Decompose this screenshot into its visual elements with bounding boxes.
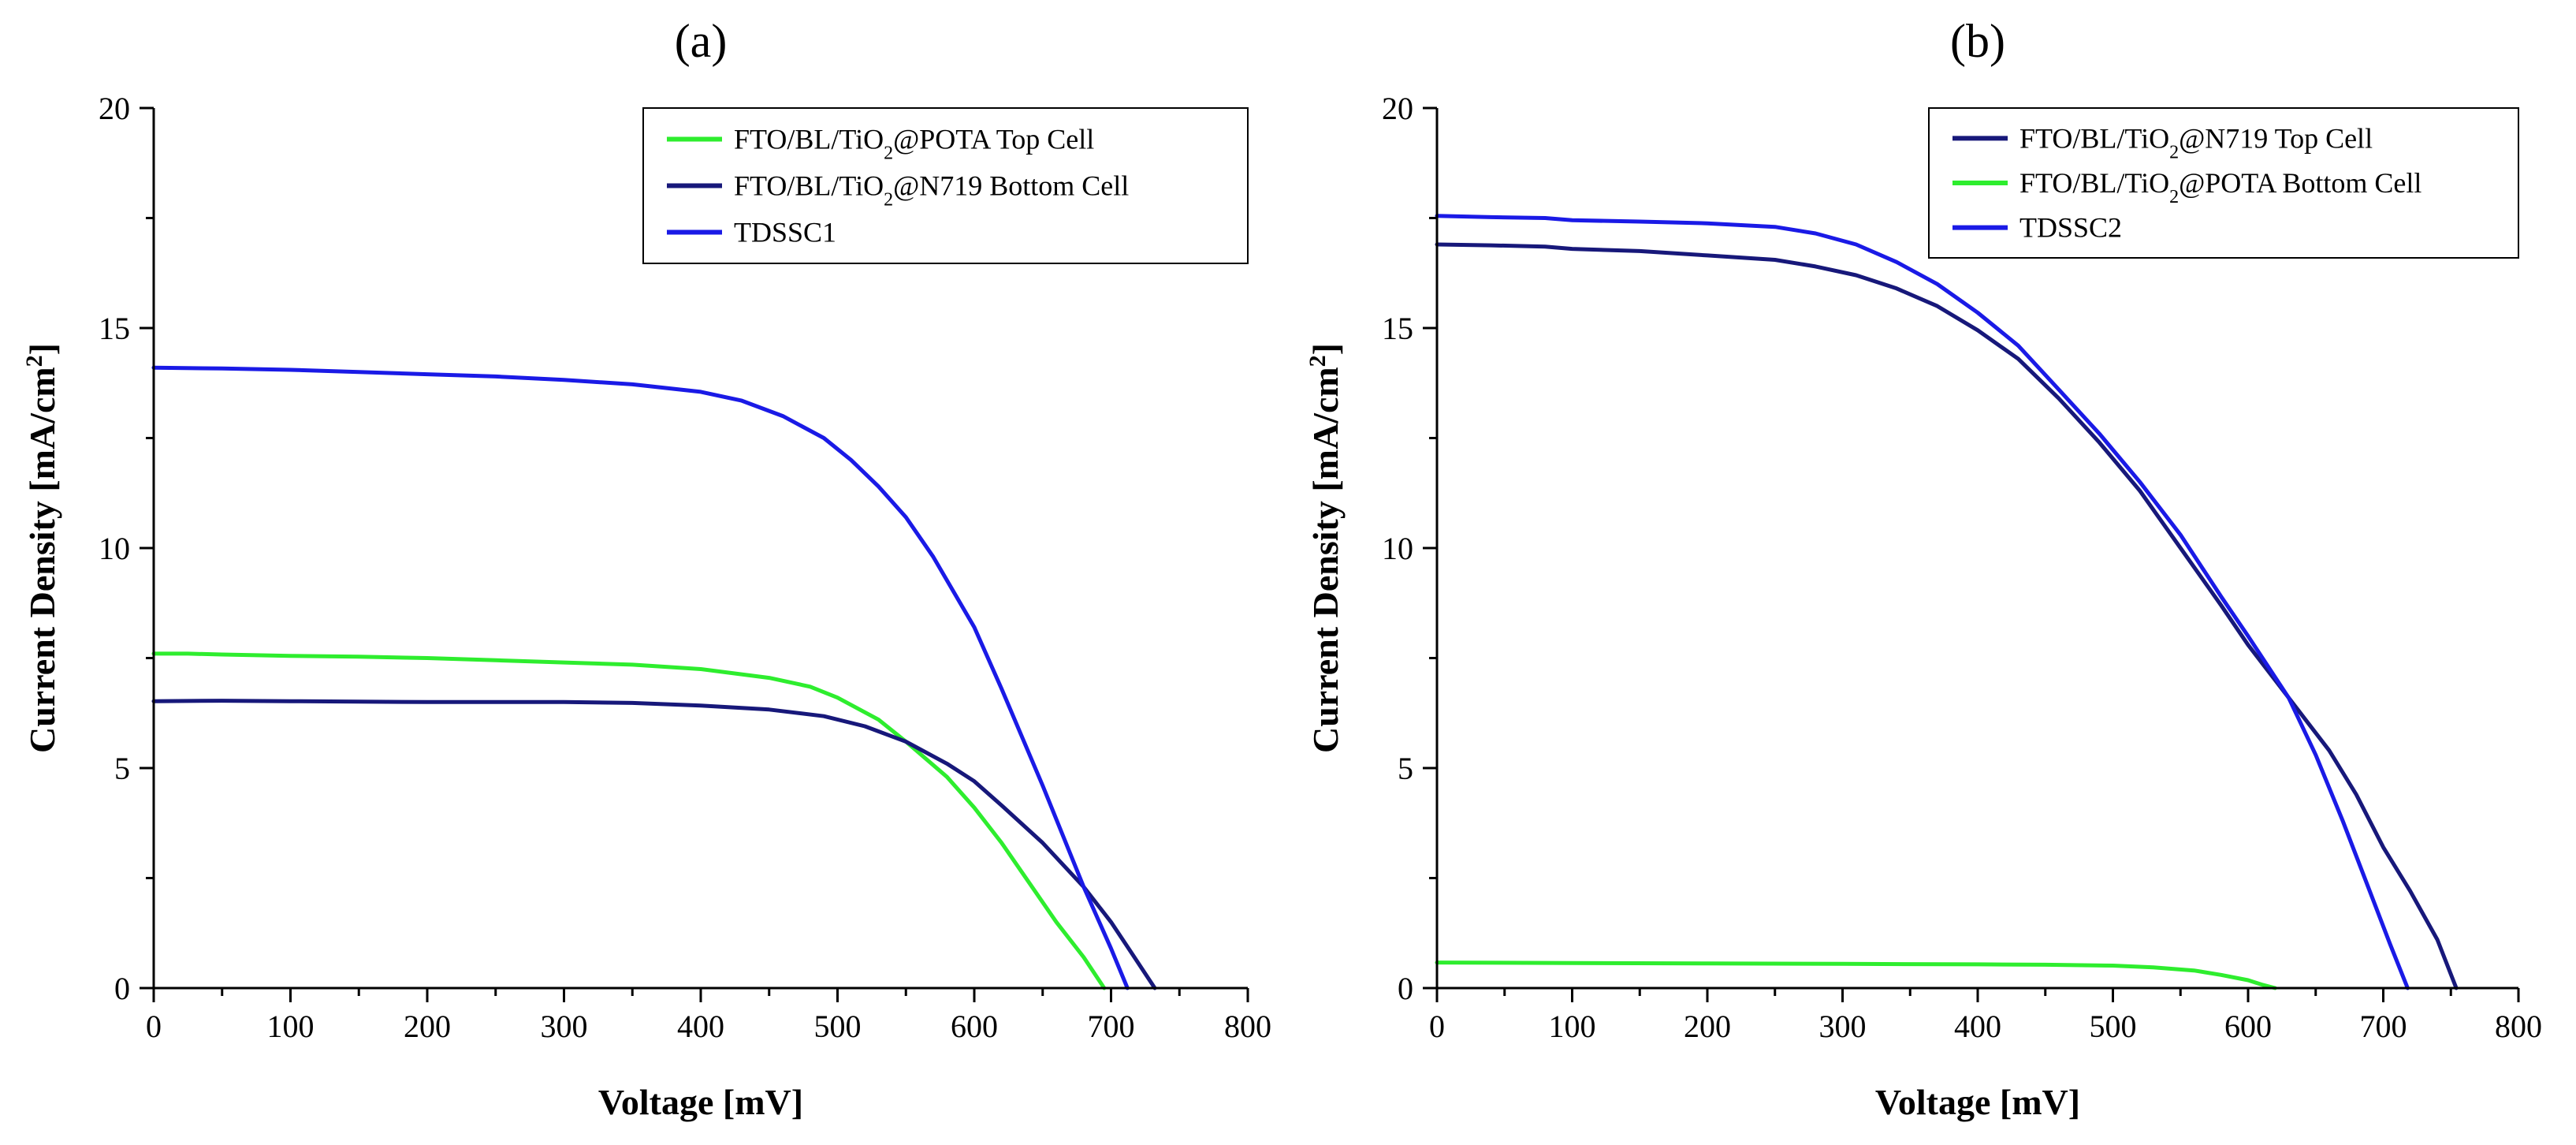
x-tick-label: 800 bbox=[2495, 1009, 2542, 1044]
legend-item-2: FTO/BL/TiO2@POTA Bottom Cell bbox=[1952, 167, 2422, 207]
panel-label: (b) bbox=[1950, 15, 2005, 67]
legend-label: FTO/BL/TiO2@N719 Bottom Cell bbox=[734, 170, 1129, 211]
legend: FTO/BL/TiO2@POTA Top CellFTO/BL/TiO2@N71… bbox=[642, 107, 1249, 264]
x-tick-label: 800 bbox=[1224, 1009, 1271, 1044]
y-tick-label: 10 bbox=[99, 531, 130, 566]
y-tick-label: 0 bbox=[1398, 971, 1413, 1006]
legend-label: FTO/BL/TiO2@POTA Top Cell bbox=[734, 124, 1094, 164]
series-line-3 bbox=[151, 365, 1130, 990]
x-tick-label: 0 bbox=[1429, 1009, 1445, 1044]
legend-label-sub: 2 bbox=[2169, 187, 2179, 207]
y-tick-label: 15 bbox=[99, 311, 130, 346]
legend: FTO/BL/TiO2@N719 Top CellFTO/BL/TiO2@POT… bbox=[1928, 107, 2519, 259]
y-tick-label: 5 bbox=[1398, 751, 1413, 786]
y-tick-label: 10 bbox=[1382, 531, 1413, 566]
legend-box bbox=[642, 107, 1249, 264]
series-line-1 bbox=[1435, 242, 2459, 990]
y-axis-title-end: ] bbox=[1305, 343, 1346, 355]
legend-box bbox=[1928, 107, 2519, 259]
y-tick-label: 20 bbox=[99, 91, 130, 126]
legend-item-1: FTO/BL/TiO2@N719 Top Cell bbox=[1952, 122, 2373, 162]
series-line-1 bbox=[151, 651, 1107, 990]
y-tick-label: 20 bbox=[1382, 91, 1413, 126]
legend-label-text: FTO/BL/TiO bbox=[734, 124, 884, 155]
x-tick-label: 500 bbox=[814, 1009, 862, 1044]
legend-label: FTO/BL/TiO2@N719 Top Cell bbox=[2019, 122, 2373, 162]
x-axis-title: Voltage [mV] bbox=[598, 1082, 803, 1122]
legend-label-text: TDSSC1 bbox=[734, 217, 836, 248]
x-tick-label: 600 bbox=[951, 1009, 998, 1044]
series-line-2 bbox=[151, 699, 1157, 990]
legend-item-3: TDSSC1 bbox=[667, 217, 836, 248]
legend-label-text: FTO/BL/TiO bbox=[734, 170, 884, 202]
y-axis-title-main: Current Density [mA/cm bbox=[1305, 367, 1346, 753]
legend-label-sub: 2 bbox=[884, 190, 893, 211]
y-tick-label: 5 bbox=[114, 751, 130, 786]
x-tick-label: 600 bbox=[2224, 1009, 2272, 1044]
y-axis-title-main: Current Density [mA/cm bbox=[22, 367, 62, 753]
chart-panel-b: (b) 0 100 200 300 400 500 600 700 800 0 5 10 15 20 Volt… bbox=[1305, 15, 2543, 1122]
x-tick-label: 300 bbox=[1819, 1009, 1867, 1044]
x-tick-label: 0 bbox=[146, 1009, 162, 1044]
x-tick-label: 700 bbox=[1088, 1009, 1135, 1044]
chart-panel-a: (a) 0 100 200 300 400 500 600 700 800 0 5 10 15 20 Volt… bbox=[21, 15, 1272, 1122]
y-tick-label: 15 bbox=[1382, 311, 1413, 346]
x-tick-label: 500 bbox=[2090, 1009, 2137, 1044]
legend-label-text: FTO/BL/TiO bbox=[2019, 167, 2169, 199]
y-axis-title: Current Density [mA/cm2] bbox=[1305, 343, 1346, 753]
x-tick-label: 400 bbox=[1954, 1009, 2001, 1044]
legend-label-sub: 2 bbox=[2169, 142, 2179, 162]
x-tick-label: 200 bbox=[1684, 1009, 1731, 1044]
legend-label-sub: 2 bbox=[884, 144, 893, 164]
x-tick-label: 100 bbox=[1549, 1009, 1596, 1044]
y-axis-title-end: ] bbox=[22, 343, 62, 355]
y-axis-title-sup: 2 bbox=[1305, 355, 1331, 367]
y-axis-title-sup: 2 bbox=[21, 355, 47, 367]
legend-label-rest: @POTA Top Cell bbox=[893, 124, 1094, 155]
panel-label: (a) bbox=[675, 15, 728, 67]
legend-label: FTO/BL/TiO2@POTA Bottom Cell bbox=[2019, 167, 2422, 207]
x-tick-label: 700 bbox=[2360, 1009, 2407, 1044]
x-tick-label: 300 bbox=[541, 1009, 588, 1044]
y-axis-title: Current Density [mA/cm2] bbox=[21, 343, 63, 753]
legend-label-rest: @N719 Top Cell bbox=[2179, 122, 2373, 154]
legend-label-rest: @POTA Bottom Cell bbox=[2179, 167, 2422, 199]
x-axis-title: Voltage [mV] bbox=[1875, 1082, 2080, 1122]
legend-label-text: TDSSC2 bbox=[2019, 212, 2122, 244]
legend-item-2: FTO/BL/TiO2@N719 Bottom Cell bbox=[667, 170, 1129, 211]
legend-item-1: FTO/BL/TiO2@POTA Top Cell bbox=[667, 124, 1094, 164]
legend-item-3: TDSSC2 bbox=[1952, 212, 2122, 244]
legend-label: TDSSC2 bbox=[2019, 212, 2122, 244]
x-tick-label: 200 bbox=[404, 1009, 451, 1044]
series-line-2 bbox=[1435, 960, 2277, 990]
legend-label-rest: @N719 Bottom Cell bbox=[893, 170, 1129, 202]
series-line-3 bbox=[1435, 214, 2410, 990]
legend-label-text: FTO/BL/TiO bbox=[2019, 122, 2169, 154]
legend-label: TDSSC1 bbox=[734, 217, 836, 248]
x-tick-label: 100 bbox=[267, 1009, 315, 1044]
x-tick-label: 400 bbox=[677, 1009, 724, 1044]
y-tick-label: 0 bbox=[114, 971, 130, 1006]
